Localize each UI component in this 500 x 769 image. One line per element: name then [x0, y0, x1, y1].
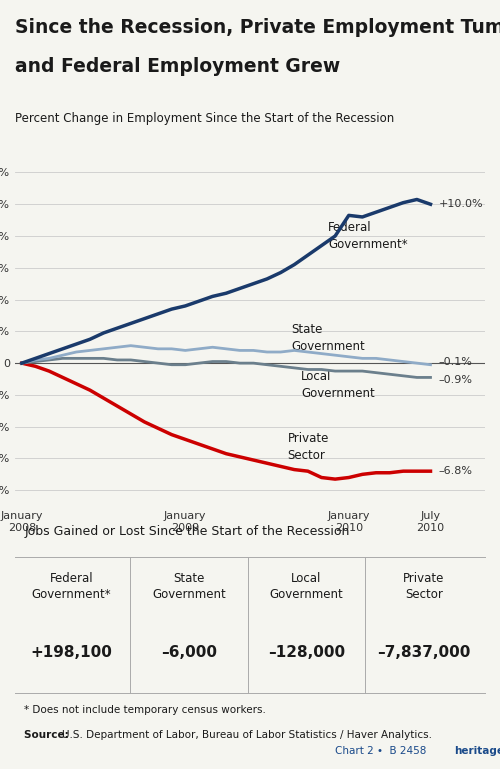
Text: Federal
Government*: Federal Government*: [328, 221, 408, 251]
Text: Private
Sector: Private Sector: [288, 432, 329, 462]
Text: +198,100: +198,100: [30, 644, 112, 660]
Text: and Federal Employment Grew: and Federal Employment Grew: [15, 57, 340, 75]
Text: Local
Government: Local Government: [270, 571, 344, 601]
Text: –0.1%: –0.1%: [438, 357, 472, 367]
Text: heritage.org: heritage.org: [454, 747, 500, 757]
Text: U.S. Department of Labor, Bureau of Labor Statistics / Haver Analytics.: U.S. Department of Labor, Bureau of Labo…: [62, 730, 432, 740]
Text: –128,000: –128,000: [268, 644, 345, 660]
Text: –7,837,000: –7,837,000: [377, 644, 470, 660]
Text: Local
Government: Local Government: [301, 371, 375, 401]
Text: +10.0%: +10.0%: [438, 199, 484, 209]
Text: –0.9%: –0.9%: [438, 375, 472, 385]
Text: State
Government: State Government: [292, 323, 366, 353]
Text: –6.8%: –6.8%: [438, 466, 472, 476]
Text: Percent Change in Employment Since the Start of the Recession: Percent Change in Employment Since the S…: [15, 112, 394, 125]
Text: Source:: Source:: [24, 730, 73, 740]
Text: Chart 2 •  B 2458: Chart 2 • B 2458: [334, 747, 426, 757]
Text: State
Government: State Government: [152, 571, 226, 601]
Text: –6,000: –6,000: [161, 644, 217, 660]
Text: Jobs Gained or Lost Since the Start of the Recession: Jobs Gained or Lost Since the Start of t…: [24, 525, 350, 538]
Text: * Does not include temporary census workers.: * Does not include temporary census work…: [24, 705, 266, 715]
Text: Since the Recession, Private Employment Tumbled: Since the Recession, Private Employment …: [15, 18, 500, 37]
Text: Private
Sector: Private Sector: [403, 571, 444, 601]
Text: Federal
Government*: Federal Government*: [32, 571, 111, 601]
